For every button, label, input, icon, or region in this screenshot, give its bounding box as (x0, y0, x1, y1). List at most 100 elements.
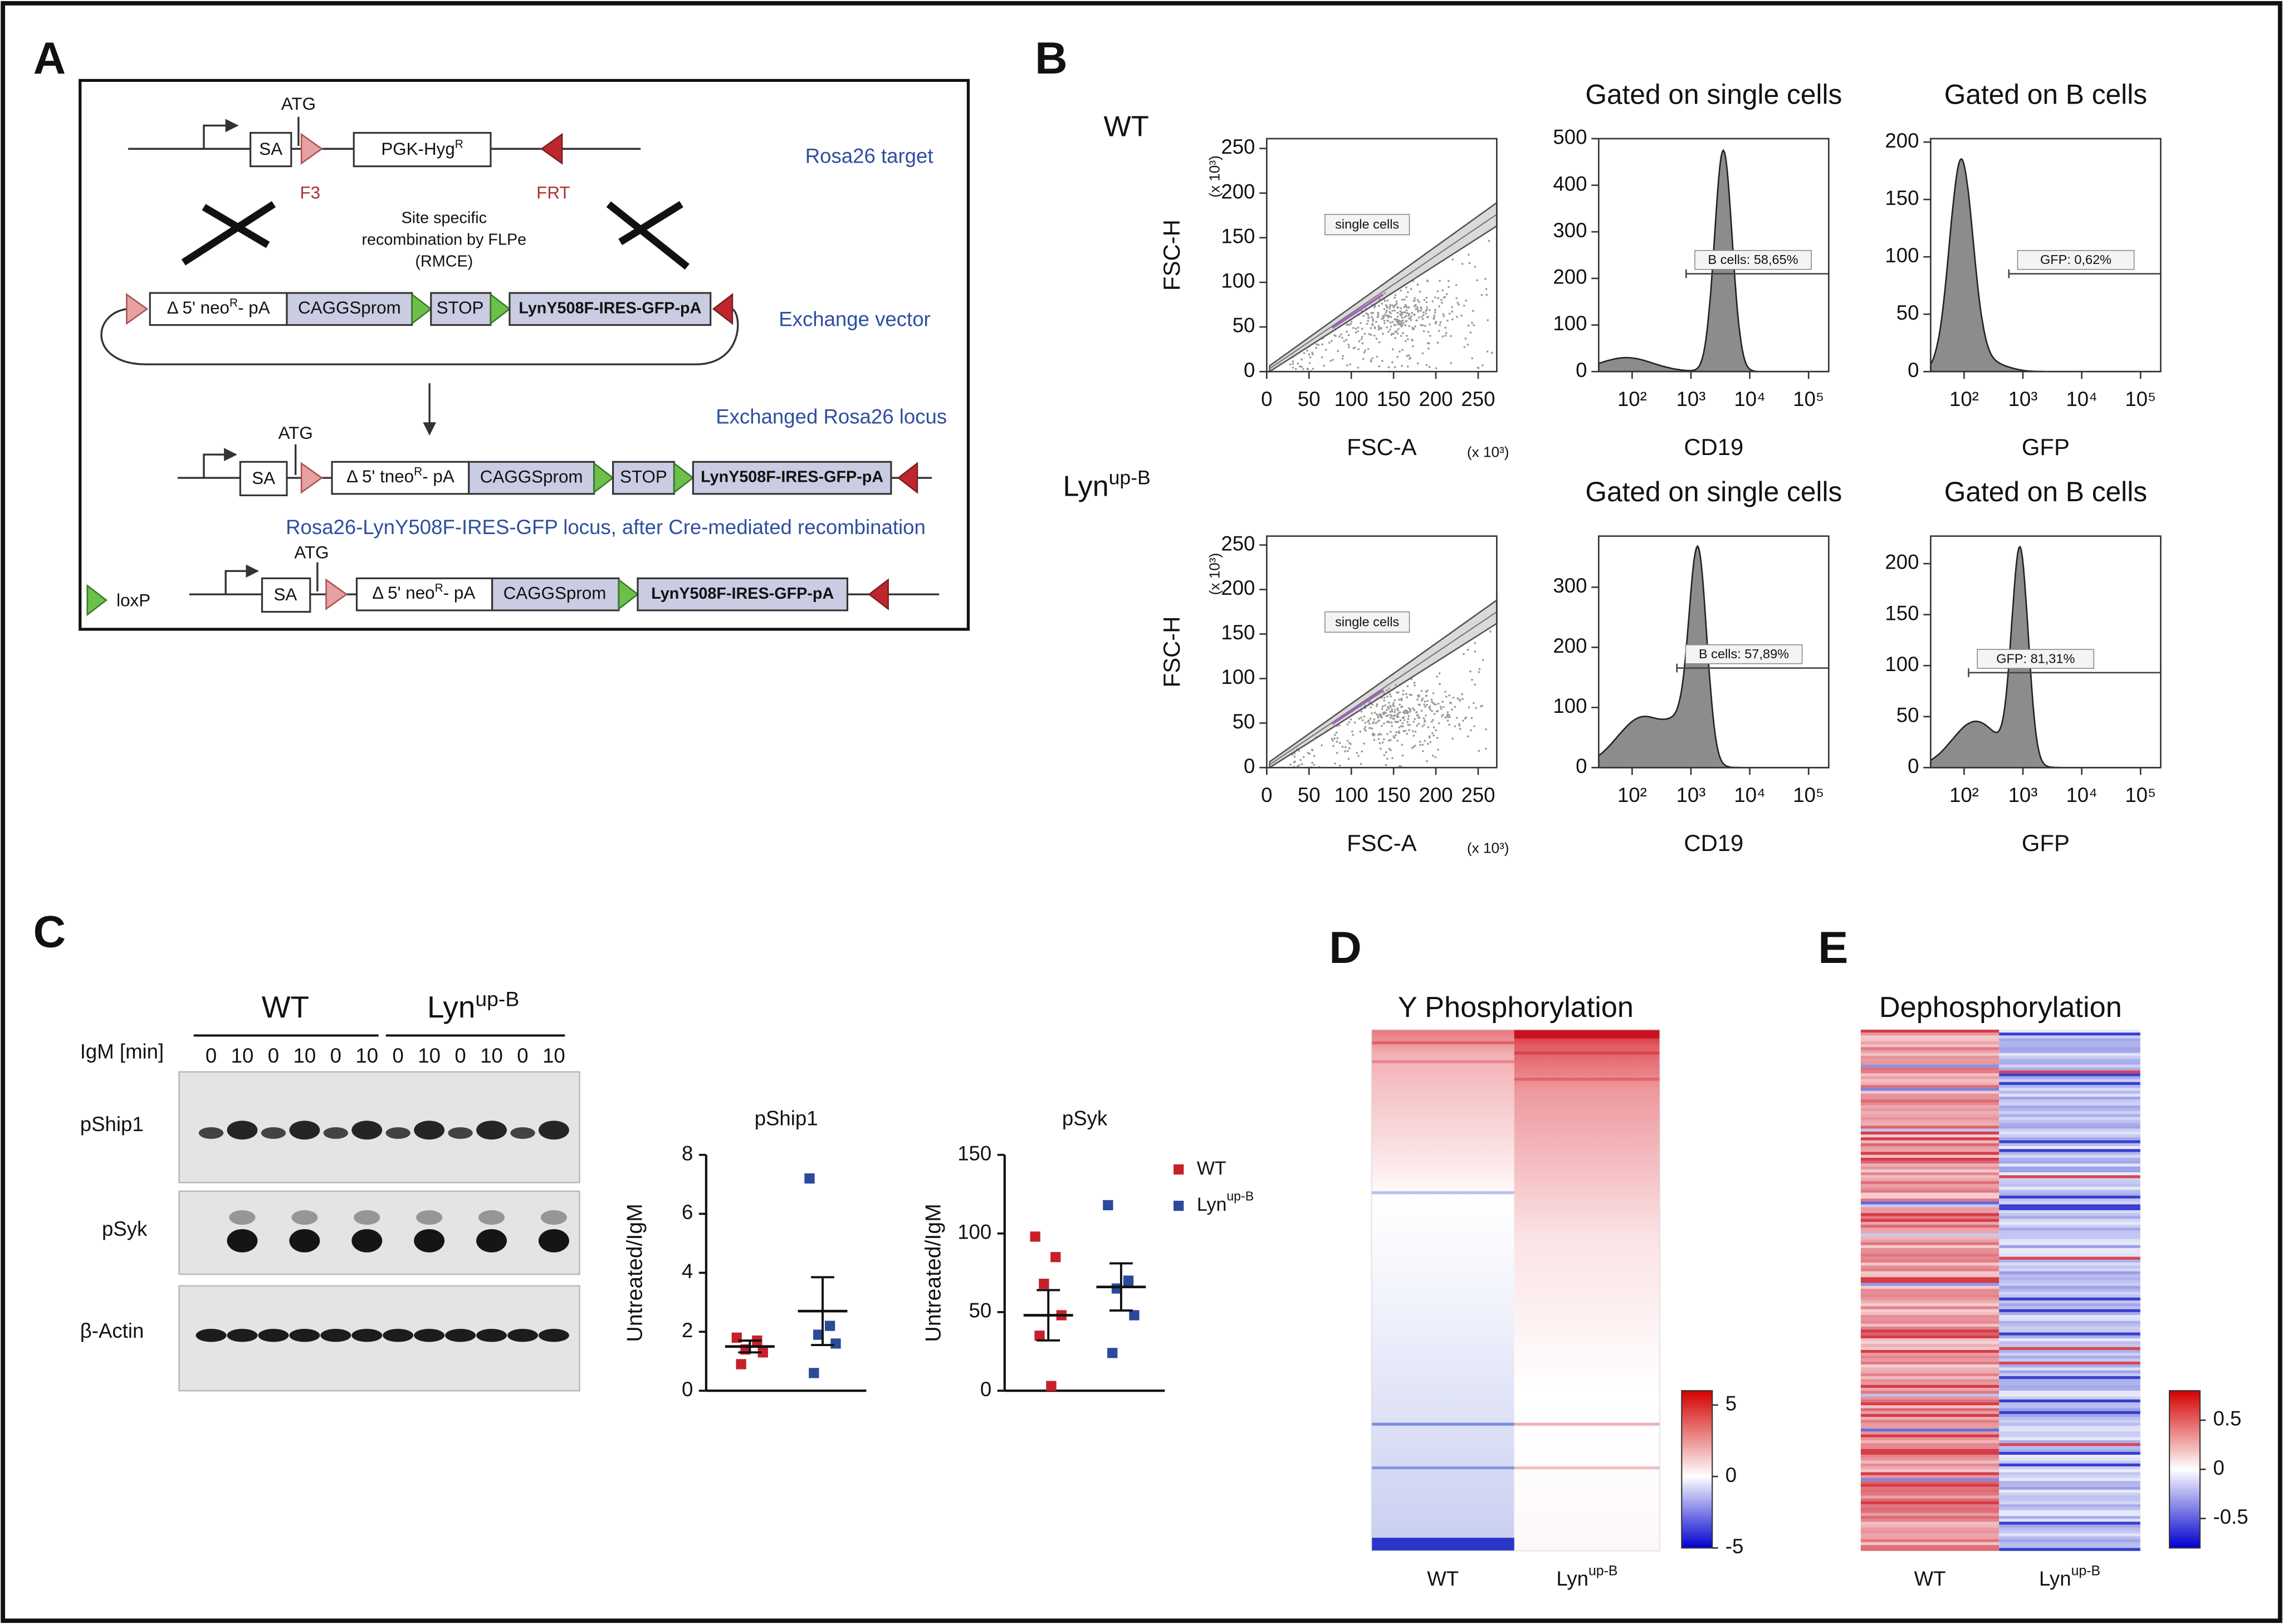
event-dot (1444, 326, 1446, 329)
event-dot (1414, 718, 1416, 721)
heatmap-row (1999, 1201, 2140, 1205)
heatmap-row (1371, 1060, 1514, 1063)
event-dot (1422, 311, 1425, 314)
event-dot (1383, 754, 1386, 756)
data-point (1129, 1310, 1140, 1320)
event-dot (1352, 347, 1355, 350)
heatmap-row (1860, 1119, 2000, 1123)
event-dot (1441, 301, 1443, 304)
event-dot (1433, 734, 1435, 737)
event-dot (1406, 732, 1408, 735)
heatmap-row (1999, 1455, 2140, 1458)
event-dot (1368, 316, 1370, 319)
event-dot (1452, 696, 1455, 699)
event-dot (1405, 320, 1407, 323)
caggs-text: CAGGSprom (298, 298, 401, 317)
event-dot (1379, 747, 1382, 750)
event-dot (1414, 730, 1417, 733)
event-dot (1443, 315, 1445, 317)
event-dot (1373, 738, 1376, 741)
heatmap-row (1999, 1472, 2140, 1475)
event-dot (1402, 689, 1405, 692)
event-dot (1389, 713, 1392, 716)
x-tick-label: 200 (1419, 388, 1453, 410)
event-dot (1405, 305, 1407, 307)
atg-text: ATG (294, 542, 329, 562)
heatmap-row (1860, 1146, 2000, 1149)
lane-label: 0 (454, 1044, 466, 1067)
heatmap-row (1860, 1163, 2000, 1167)
data-point (1123, 1275, 1134, 1286)
y-tick-label: 0 (1908, 359, 1919, 381)
event-dot (1424, 740, 1426, 742)
event-dot (1363, 742, 1366, 745)
heatmap-row (1860, 1391, 2000, 1394)
heatmap-row (1860, 1073, 2000, 1077)
event-dot (1420, 710, 1423, 712)
heatmap-row (1860, 1256, 2000, 1260)
event-dot (1386, 299, 1389, 302)
event-dot (1412, 746, 1415, 748)
y-tick-label: 100 (1221, 270, 1255, 292)
caggs-text: CAGGSprom (480, 467, 583, 486)
event-dot (1420, 307, 1422, 310)
x-tick-label: 10⁴ (2066, 784, 2097, 806)
event-dot (1377, 737, 1380, 740)
event-dot (1396, 320, 1398, 323)
heatmap-row (1999, 1225, 2140, 1228)
event-dot (1400, 289, 1402, 292)
event-dot (1477, 366, 1479, 369)
event-dot (1417, 694, 1419, 697)
y-tick-label: 200 (1885, 129, 1919, 152)
event-dot (1303, 352, 1306, 354)
heatmap-row (1514, 1029, 1660, 1039)
heatmap-row (1860, 1335, 2000, 1339)
x-tick-label: 50 (1298, 388, 1321, 410)
heatmap-row (1860, 1457, 2000, 1461)
group-label-base: WT (262, 990, 309, 1024)
event-dot (1446, 720, 1449, 722)
event-dot (1321, 356, 1323, 359)
x-axis-label: FSC-A (1347, 434, 1417, 460)
event-dot (1388, 739, 1390, 742)
heatmap-row (1860, 1364, 2000, 1368)
event-dot (1367, 348, 1370, 350)
y-tick-label: 250 (1221, 135, 1255, 158)
y-tick-label: 200 (1885, 551, 1919, 574)
event-dot (1417, 722, 1420, 725)
event-dot (1386, 305, 1389, 308)
event-dot (1414, 684, 1416, 687)
event-dot (1389, 321, 1392, 324)
loxp-site (593, 462, 614, 494)
event-dot (1395, 734, 1397, 737)
event-dot (1405, 286, 1407, 288)
event-dot (1399, 320, 1401, 322)
flow-plot: Gated on B cells GFP: 81,31% 10² 10³ 10⁴ 10⁵ 0… (1885, 476, 2162, 856)
event-dot (1362, 315, 1365, 317)
genotype-label-base: Lyn (1063, 470, 1108, 502)
heatmap-row (1860, 1199, 2000, 1202)
event-dot (1440, 715, 1443, 717)
band (227, 1229, 258, 1253)
event-dot (1323, 364, 1325, 367)
event-dot (1343, 340, 1346, 343)
event-dot (1378, 341, 1381, 344)
heatmap-row (1860, 1128, 2000, 1132)
heatmap-row (1999, 1429, 2140, 1432)
heatmap-row (1999, 1323, 2140, 1327)
atg-text: ATG (278, 423, 313, 443)
stop-text: STOP (620, 467, 667, 486)
event-dot (1384, 704, 1386, 707)
event-dot (1455, 297, 1458, 300)
heatmap-row (1999, 1029, 2140, 1033)
event-dot (1387, 366, 1390, 369)
heatmap-row (1999, 1265, 2140, 1269)
event-dot (1375, 320, 1377, 323)
heatmap-row (1860, 1076, 2000, 1079)
heatmap-row (1999, 1489, 2140, 1493)
frt-label: FRT (536, 183, 570, 203)
event-dot (1389, 329, 1391, 331)
heatmap-row (1999, 1204, 2140, 1207)
y-axis-unit: (x 10³) (1206, 553, 1223, 595)
event-dot (1308, 361, 1311, 364)
